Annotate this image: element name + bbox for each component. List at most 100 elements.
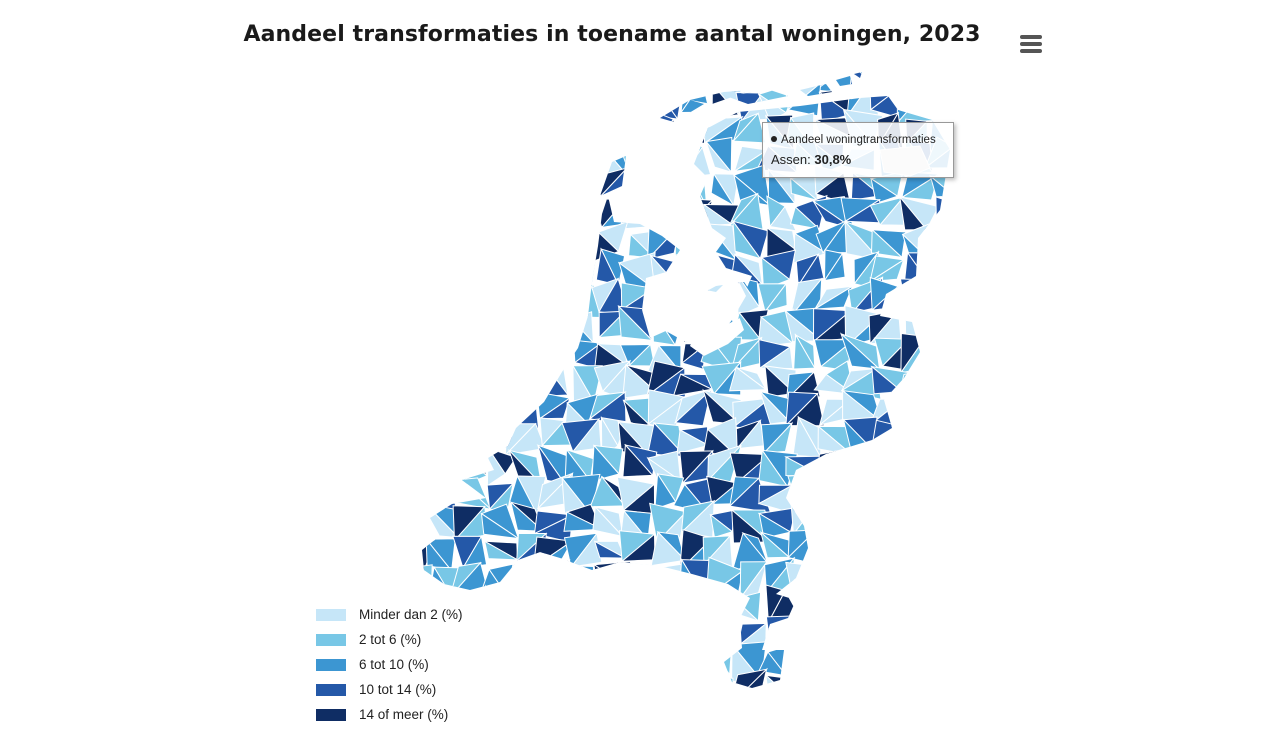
municipality-region[interactable] — [561, 673, 602, 707]
municipality-region[interactable] — [929, 453, 966, 486]
municipality-region[interactable] — [507, 200, 549, 231]
municipality-region[interactable] — [595, 645, 630, 684]
municipality-region[interactable] — [789, 206, 821, 230]
municipality-region[interactable] — [507, 110, 539, 143]
municipality-region[interactable] — [403, 284, 430, 317]
municipality-region[interactable] — [536, 338, 564, 366]
municipality-region[interactable] — [876, 475, 912, 505]
municipality-region[interactable] — [644, 140, 680, 169]
municipality-region[interactable] — [841, 503, 876, 537]
municipality-region[interactable] — [871, 649, 910, 678]
municipality-region[interactable] — [483, 646, 519, 679]
municipality-region[interactable] — [394, 309, 436, 346]
municipality-region[interactable] — [482, 368, 519, 395]
municipality-region[interactable] — [924, 54, 954, 91]
municipality-region[interactable] — [592, 505, 625, 538]
municipality-region[interactable] — [458, 671, 486, 709]
municipality-region[interactable] — [756, 65, 799, 93]
municipality-region[interactable] — [797, 472, 822, 508]
municipality-region[interactable] — [814, 284, 854, 310]
municipality-region[interactable] — [505, 251, 545, 290]
municipality-region[interactable] — [451, 224, 479, 261]
municipality-region[interactable] — [426, 308, 462, 347]
municipality-region[interactable] — [563, 588, 595, 623]
municipality-region[interactable] — [962, 515, 994, 540]
municipality-region[interactable] — [512, 641, 547, 677]
municipality-region[interactable] — [958, 642, 986, 683]
municipality-region[interactable] — [842, 556, 884, 599]
municipality-region[interactable] — [533, 170, 566, 200]
municipality-region[interactable] — [956, 260, 985, 290]
municipality-region[interactable] — [929, 225, 966, 263]
municipality-region[interactable] — [511, 563, 547, 593]
municipality-region[interactable] — [401, 201, 421, 228]
municipality-region[interactable] — [769, 205, 797, 232]
municipality-region[interactable] — [871, 590, 900, 623]
municipality-region[interactable] — [732, 219, 762, 260]
municipality-region[interactable] — [396, 82, 436, 117]
municipality-region[interactable] — [959, 138, 993, 178]
municipality-region[interactable] — [533, 588, 568, 628]
municipality-region[interactable] — [925, 622, 967, 656]
municipality-region[interactable] — [593, 58, 624, 83]
municipality-region[interactable] — [656, 197, 686, 224]
municipality-region[interactable] — [961, 681, 987, 701]
municipality-region[interactable] — [539, 650, 576, 676]
municipality-region[interactable] — [933, 369, 958, 399]
municipality-region[interactable] — [954, 121, 989, 146]
municipality-region[interactable] — [460, 63, 491, 95]
municipality-region[interactable] — [480, 117, 514, 143]
municipality-region[interactable] — [453, 137, 491, 174]
municipality-region[interactable] — [505, 221, 535, 257]
municipality-region[interactable] — [760, 530, 791, 559]
municipality-region[interactable] — [486, 674, 519, 706]
municipality-region[interactable] — [787, 473, 817, 509]
municipality-region[interactable] — [506, 169, 548, 206]
municipality-region[interactable] — [871, 499, 906, 544]
municipality-region[interactable] — [541, 337, 565, 368]
municipality-region[interactable] — [926, 529, 965, 570]
municipality-region[interactable] — [535, 559, 571, 598]
municipality-region[interactable] — [840, 332, 881, 370]
municipality-region[interactable] — [506, 365, 544, 399]
municipality-region[interactable] — [927, 476, 954, 513]
municipality-region[interactable] — [901, 391, 939, 424]
municipality-region[interactable] — [478, 670, 519, 704]
municipality-region[interactable] — [957, 590, 992, 626]
municipality-region[interactable] — [422, 392, 458, 428]
municipality-region[interactable] — [650, 530, 687, 567]
municipality-region[interactable] — [532, 307, 570, 347]
municipality-region[interactable] — [486, 201, 514, 237]
municipality-region[interactable] — [709, 513, 734, 539]
municipality-region[interactable] — [400, 484, 429, 513]
municipality-region[interactable] — [572, 168, 600, 205]
municipality-region[interactable] — [732, 112, 767, 144]
municipality-region[interactable] — [955, 170, 983, 205]
municipality-region[interactable] — [486, 616, 512, 654]
municipality-region[interactable] — [957, 592, 992, 627]
municipality-region[interactable] — [451, 196, 491, 228]
municipality-region[interactable] — [846, 454, 885, 482]
municipality-region[interactable] — [449, 83, 491, 117]
municipality-region[interactable] — [457, 304, 488, 338]
municipality-region[interactable] — [960, 233, 991, 258]
municipality-region[interactable] — [897, 678, 938, 711]
municipality-region[interactable] — [815, 588, 856, 622]
municipality-region[interactable] — [449, 446, 489, 478]
municipality-region[interactable] — [484, 225, 516, 260]
municipality-region[interactable] — [617, 561, 648, 595]
municipality-region[interactable] — [966, 532, 993, 560]
municipality-region[interactable] — [452, 170, 487, 203]
municipality-region[interactable] — [644, 53, 678, 90]
municipality-region[interactable] — [593, 563, 632, 588]
municipality-region[interactable] — [678, 616, 713, 646]
municipality-region[interactable] — [816, 563, 857, 598]
municipality-region[interactable] — [849, 66, 877, 89]
municipality-region[interactable] — [423, 110, 462, 150]
municipality-region[interactable] — [788, 597, 825, 628]
municipality-region[interactable] — [532, 114, 571, 144]
municipality-region[interactable] — [599, 64, 631, 84]
municipality-region[interactable] — [452, 283, 488, 317]
municipality-region[interactable] — [656, 587, 687, 626]
municipality-region[interactable] — [455, 253, 490, 280]
